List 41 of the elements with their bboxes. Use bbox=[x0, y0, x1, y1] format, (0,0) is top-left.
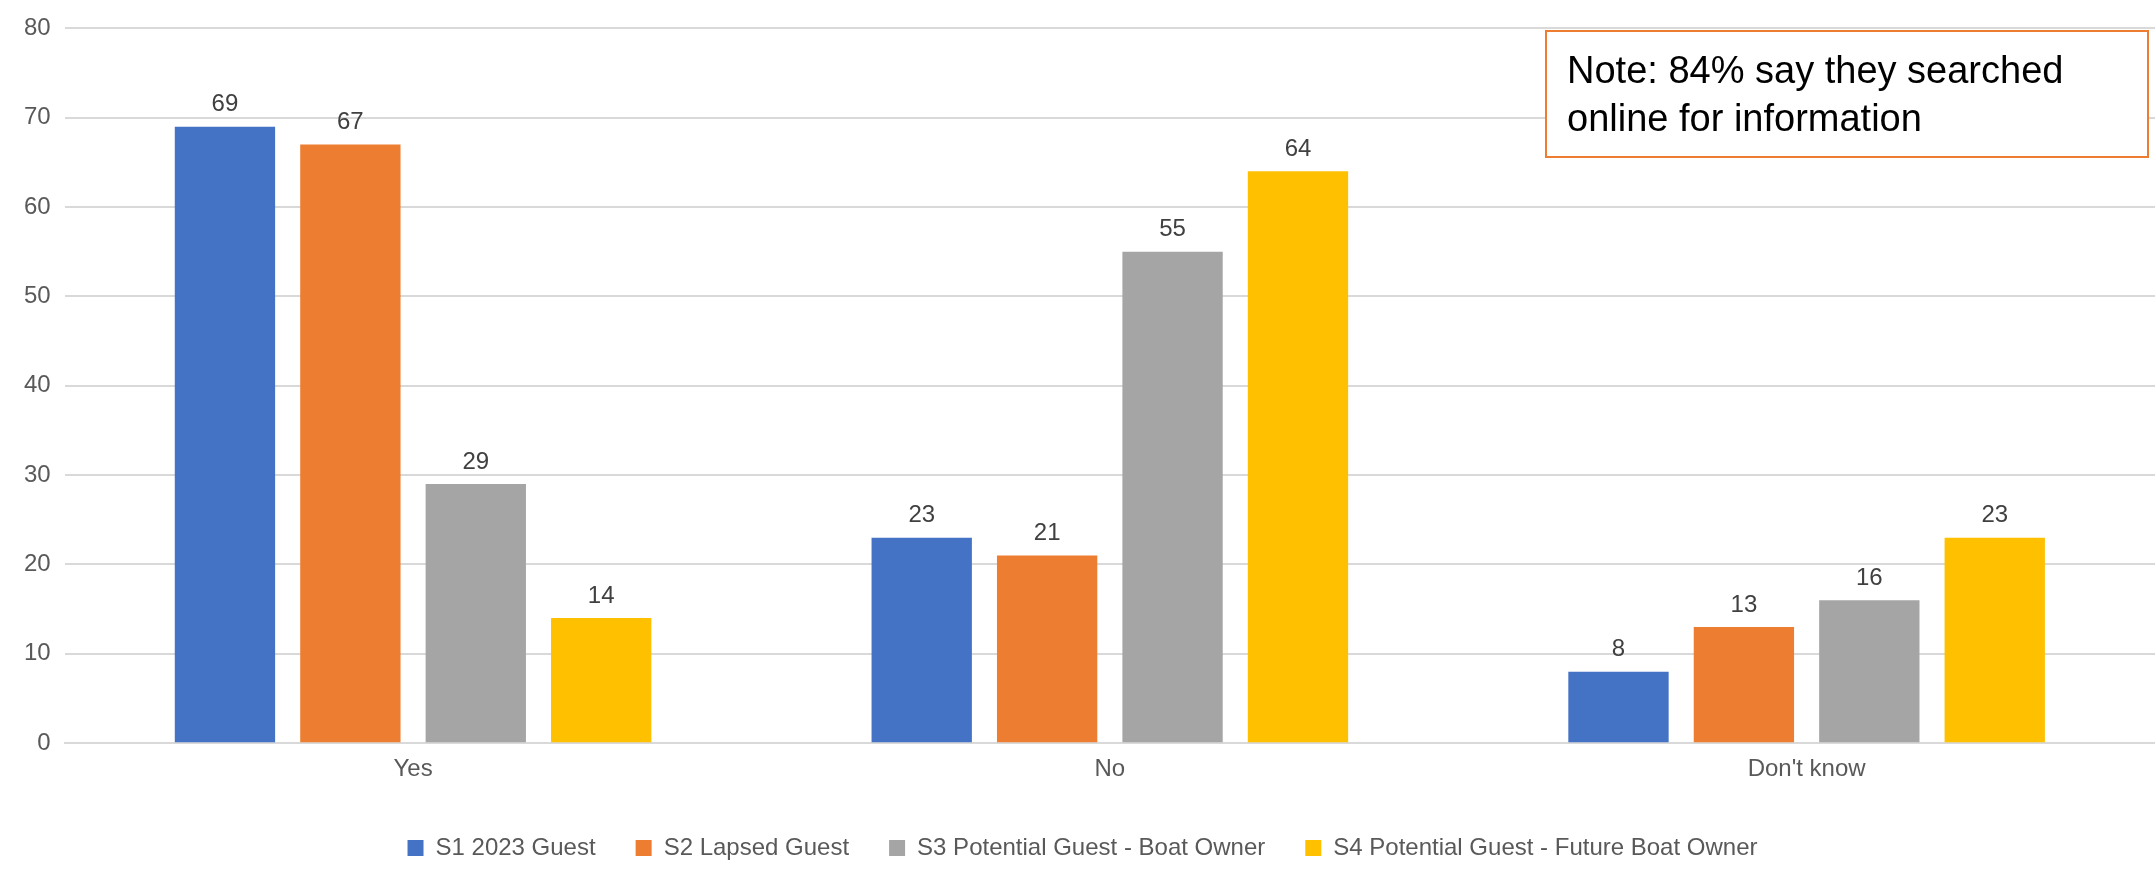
bar bbox=[1568, 671, 1669, 743]
x-tick-label: Don't know bbox=[1747, 754, 1867, 782]
data-label: 14 bbox=[587, 580, 615, 608]
bar bbox=[300, 144, 401, 743]
data-label: 55 bbox=[1159, 214, 1186, 242]
y-tick-label: 70 bbox=[23, 102, 51, 130]
bar bbox=[1247, 171, 1349, 743]
y-tick-label: 10 bbox=[23, 638, 51, 666]
x-tick-label: Yes bbox=[393, 754, 433, 782]
bar bbox=[871, 537, 972, 743]
y-tick-label: 50 bbox=[23, 281, 51, 309]
bar bbox=[1944, 537, 2045, 743]
data-label: 13 bbox=[1730, 589, 1758, 617]
y-tick-label: 30 bbox=[23, 459, 51, 487]
data-label: 29 bbox=[462, 446, 490, 474]
bar bbox=[551, 618, 652, 743]
bar bbox=[1693, 627, 1795, 743]
data-label: 21 bbox=[1033, 518, 1061, 546]
legend-label: S3 Potential Guest - Boat Owner bbox=[917, 832, 1266, 860]
data-label: 16 bbox=[1855, 562, 1883, 590]
legend-label: S1 2023 Guest bbox=[435, 832, 596, 860]
y-tick-label: 0 bbox=[37, 727, 51, 755]
y-tick-label: 60 bbox=[23, 191, 51, 219]
x-tick-label: No bbox=[1094, 754, 1126, 782]
data-label: 69 bbox=[211, 89, 239, 117]
bar bbox=[1122, 251, 1223, 743]
data-label: 23 bbox=[908, 500, 936, 528]
data-label: 67 bbox=[337, 107, 364, 135]
bar bbox=[425, 484, 526, 743]
bar bbox=[174, 126, 276, 743]
data-label: 64 bbox=[1284, 133, 1312, 161]
annotation: Note: 84% say they searched online for information bbox=[1545, 30, 2149, 158]
legend-label: S2 Lapsed Guest bbox=[663, 832, 850, 860]
bar bbox=[996, 555, 1098, 743]
legend-label: S4 Potential Guest - Future Boat Owner bbox=[1333, 832, 1758, 860]
y-tick-label: 80 bbox=[23, 13, 51, 41]
data-label: 23 bbox=[1981, 500, 2009, 528]
y-tick-label: 40 bbox=[23, 370, 51, 398]
y-tick-label: 20 bbox=[23, 549, 51, 577]
data-label: 8 bbox=[1611, 634, 1626, 662]
bar bbox=[1819, 600, 1920, 743]
